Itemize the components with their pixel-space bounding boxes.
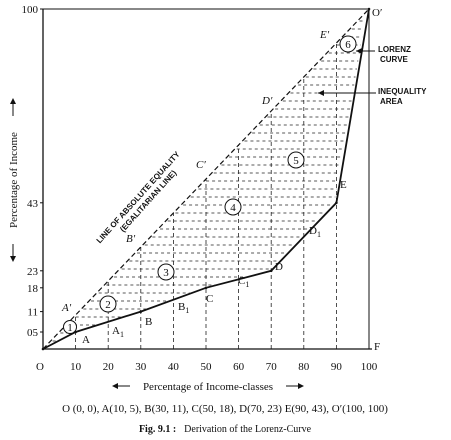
svg-text:4: 4: [230, 202, 236, 214]
y-axis-title-group: Percentage of Income: [8, 98, 20, 262]
equality-line: [42, 8, 370, 350]
label-e-prime: E′: [319, 29, 330, 41]
label-b-prime: B′: [126, 233, 136, 245]
x-arrow-right-icon: [298, 383, 304, 389]
svg-text:5: 5: [293, 155, 299, 167]
equality-line-label: LINE OF ABSOLUTE EQUALITY (EGALITARIAN L…: [95, 149, 183, 245]
label-d1: D1: [309, 225, 321, 239]
svg-text:6: 6: [345, 39, 351, 51]
label-d-prime: D′: [261, 95, 273, 107]
lorenz-curve-label-line2: CURVE: [380, 55, 409, 64]
x-tick-label: 30: [135, 361, 147, 373]
x-axis-title-group: Percentage of Income-classes: [112, 381, 304, 393]
figure-caption: Fig. 9.1 : Derivation of the Lorenz-Curv…: [139, 419, 312, 436]
label-o-prime: O′: [372, 7, 382, 19]
label-c: C: [206, 293, 213, 305]
lorenz-curve-label-line1: LORENZ: [378, 45, 411, 54]
x-arrow-left-icon: [112, 383, 118, 389]
lorenz-point: [41, 347, 45, 351]
label-c-prime: C′: [196, 159, 206, 171]
y-tick-label: 100: [22, 4, 39, 16]
area-marker-1: 1: [63, 320, 77, 334]
inequality-area-label-line1: INEQUALITY: [378, 87, 427, 96]
area-marker-4: 4: [224, 198, 242, 216]
y-tick-label: 43: [27, 198, 39, 210]
x-tick-label: 50: [201, 361, 213, 373]
curves: [41, 7, 371, 351]
x-tick-label: 10: [70, 361, 82, 373]
area-marker-3: 3: [157, 263, 175, 281]
lorenz-arrowhead-icon: [356, 48, 362, 54]
label-c1: C1: [238, 275, 249, 289]
svg-text:1: 1: [67, 322, 73, 334]
label-a: A: [82, 334, 90, 346]
x-tick-label: 100: [361, 361, 378, 373]
label-a1: A1: [112, 325, 124, 339]
label-f: F: [374, 341, 380, 353]
lorenz-point: [335, 201, 338, 205]
label-a-prime: A′: [61, 302, 72, 314]
lorenz-point: [204, 286, 208, 290]
x-tick-label: 70: [266, 361, 278, 373]
y-tick-label: 18: [27, 283, 39, 295]
lorenz-point: [367, 7, 371, 11]
y-tick-labels: 05 11 18 23 43 100: [22, 4, 43, 339]
label-d: D: [275, 261, 283, 273]
y-tick-label: 11: [27, 307, 38, 319]
lorenz-point: [269, 269, 273, 273]
label-b1: B1: [178, 301, 189, 315]
area-marker-6: 6: [339, 35, 357, 53]
label-e: E: [340, 179, 347, 191]
label-origin: O: [36, 361, 44, 373]
y-tick-label: 23: [27, 266, 39, 278]
y-tick-label: 05: [27, 327, 39, 339]
x-tick-labels: 10 20 30 40 50 60 70 80 90 100: [70, 361, 378, 373]
label-b: B: [145, 316, 152, 328]
x-tick-label: 60: [233, 361, 245, 373]
point-coordinates: O (0, 0), A(10, 5), B(30, 11), C(50, 18)…: [62, 403, 388, 415]
x-tick-label: 90: [331, 361, 343, 373]
y-arrow-down-icon: [10, 256, 16, 262]
lorenz-point: [139, 310, 143, 313]
x-tick-label: 40: [168, 361, 180, 373]
x-tick-label: 20: [103, 361, 115, 373]
y-arrow-up-icon: [10, 98, 16, 104]
equality-line-label-line1: LINE OF ABSOLUTE EQUALITY: [95, 149, 183, 245]
svg-text:2: 2: [105, 299, 111, 311]
x-tick-label: 80: [298, 361, 310, 373]
area-marker-5: 5: [287, 151, 305, 169]
svg-text:3: 3: [163, 267, 169, 279]
inequality-arrowhead-icon: [318, 90, 324, 96]
y-axis-title: Percentage of Income: [8, 132, 20, 228]
x-axis-title: Percentage of Income-classes: [143, 381, 273, 393]
inequality-area-label-line2: AREA: [380, 97, 403, 106]
area-marker-2: 2: [99, 295, 117, 313]
